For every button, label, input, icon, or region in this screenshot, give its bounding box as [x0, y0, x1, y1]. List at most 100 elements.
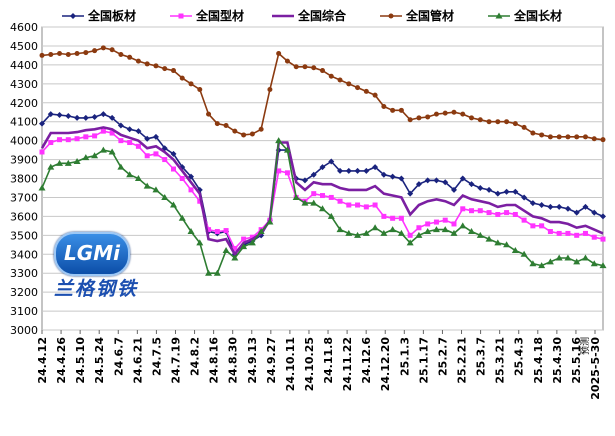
data-point: [284, 170, 290, 176]
data-point: [284, 58, 290, 64]
data-point: [57, 137, 63, 143]
x-tick-label: 2025-5-30: [589, 337, 602, 400]
data-point: [127, 140, 133, 146]
data-point: [47, 111, 54, 118]
data-point: [381, 213, 387, 219]
data-point: [135, 128, 142, 135]
y-tick-label: 3800: [10, 173, 38, 186]
data-point: [214, 121, 220, 127]
data-point: [65, 51, 71, 57]
data-point: [372, 164, 379, 171]
data-point: [152, 186, 160, 193]
data-point: [415, 181, 422, 188]
data-point: [459, 175, 466, 182]
data-point: [459, 222, 467, 229]
x-tick-label: 24.11.22: [341, 337, 354, 391]
data-point: [398, 175, 405, 182]
data-point: [477, 184, 484, 191]
data-point: [320, 68, 325, 74]
y-tick-label: 3500: [10, 229, 38, 242]
data-point: [302, 64, 308, 70]
data-point: [539, 132, 545, 138]
data-point: [48, 51, 54, 57]
data-point: [407, 190, 414, 197]
data-point: [213, 269, 221, 276]
data-point: [494, 190, 501, 197]
x-tick-label: 24.8.2: [189, 337, 202, 376]
x-tick-label: 24.10.11: [284, 337, 297, 391]
y-tick-label: 4200: [10, 97, 38, 110]
data-point: [118, 138, 124, 144]
data-point: [512, 121, 518, 127]
data-point: [179, 176, 185, 181]
forecast-note: 预测: [580, 337, 591, 355]
data-point: [153, 63, 159, 69]
data-point: [362, 229, 370, 236]
data-point: [205, 269, 213, 276]
data-point: [573, 209, 580, 216]
data-point: [600, 137, 606, 143]
data-point: [179, 75, 185, 81]
data-point: [450, 229, 458, 236]
data-point: [143, 182, 151, 189]
data-point: [380, 171, 387, 178]
data-point: [363, 204, 369, 210]
series-3: [40, 126, 604, 257]
x-tick-label: 24.4.12: [36, 337, 49, 384]
data-point: [65, 137, 71, 143]
series-line: [41, 46, 604, 141]
x-tick-label: 25.3.7: [475, 337, 488, 376]
data-point: [92, 48, 98, 54]
data-point: [248, 239, 256, 246]
x-tick-label: 24.7.5: [150, 337, 163, 376]
data-point: [241, 236, 247, 242]
data-point: [355, 85, 361, 91]
data-point: [582, 230, 588, 236]
data-point: [170, 68, 176, 74]
data-point: [460, 206, 466, 212]
data-point: [512, 211, 518, 217]
data-point: [117, 163, 125, 170]
data-point: [266, 218, 274, 225]
data-point: [424, 228, 432, 235]
data-point: [415, 231, 423, 238]
data-point: [328, 194, 334, 200]
data-point: [126, 171, 134, 178]
y-tick-label: 4600: [10, 21, 38, 34]
data-point: [590, 260, 598, 267]
data-point: [433, 111, 439, 117]
data-point: [223, 122, 229, 128]
x-tick-label: 24.11.8: [322, 337, 335, 384]
data-point: [345, 167, 352, 174]
y-tick-label: 4300: [10, 78, 38, 91]
data-point: [381, 104, 387, 110]
data-point: [135, 143, 141, 149]
data-point: [276, 51, 282, 57]
data-point: [442, 179, 449, 186]
data-point: [538, 262, 546, 269]
data-point: [389, 226, 397, 233]
data-point: [441, 226, 449, 233]
data-point: [56, 159, 64, 166]
legend-label: 全国管材: [405, 8, 454, 23]
data-point: [83, 50, 89, 56]
legend-item: 全国综合: [272, 8, 347, 23]
data-point: [109, 47, 115, 53]
data-point: [222, 246, 230, 253]
data-point: [327, 212, 335, 219]
data-point: [581, 254, 589, 261]
data-point: [178, 214, 186, 221]
data-point: [530, 130, 536, 136]
x-tick-label: 25.1.17: [417, 337, 430, 384]
data-point: [206, 227, 212, 233]
data-point: [504, 210, 510, 216]
y-tick-label: 3900: [10, 154, 38, 167]
legend-item: 全国板材: [62, 8, 136, 23]
data-point: [73, 157, 81, 164]
data-point: [503, 241, 511, 248]
data-point: [469, 115, 475, 121]
y-tick-label: 3300: [10, 267, 38, 280]
data-point: [39, 52, 45, 58]
legend: 全国板材 全国型材 全国综合 全国管材 全国长材: [62, 8, 562, 23]
x-tick-label: 24.9.13: [246, 337, 259, 384]
